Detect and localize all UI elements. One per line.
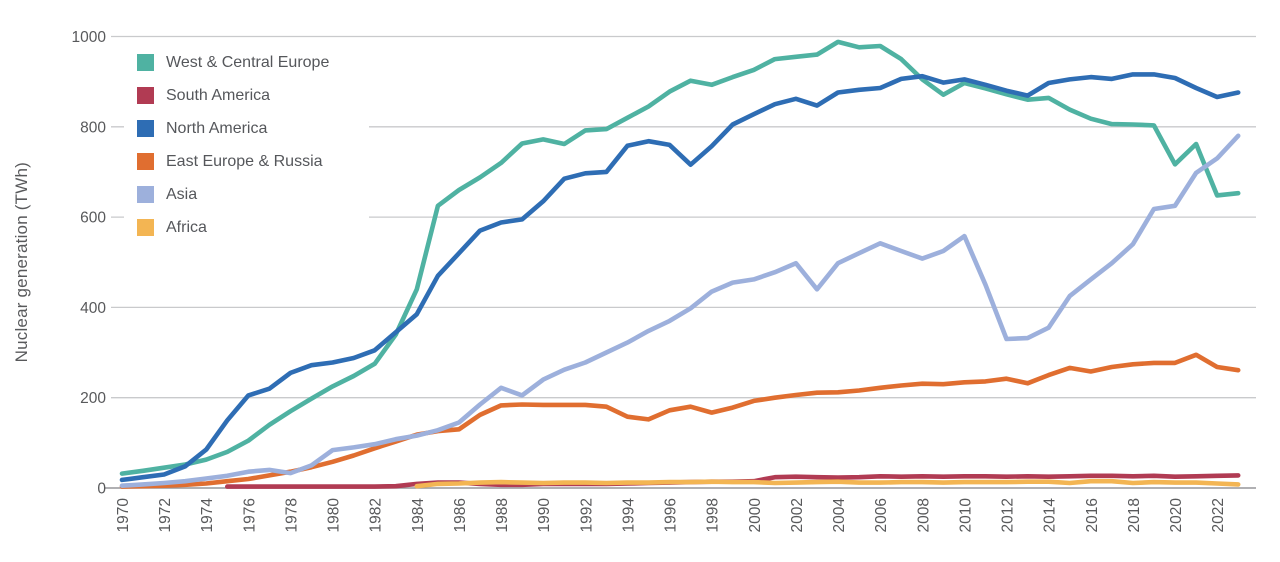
x-tick-label: 2020 xyxy=(1168,498,1185,533)
x-tick-label: 2016 xyxy=(1084,498,1101,532)
legend-swatch-south-america-icon xyxy=(137,87,154,104)
legend-label: West & Central Europe xyxy=(166,54,330,71)
x-tick-label: 1980 xyxy=(326,498,343,533)
x-tick-label: 2006 xyxy=(873,498,890,532)
y-tick-label: 200 xyxy=(80,390,106,407)
x-tick-label: 2022 xyxy=(1210,498,1227,532)
x-tick-label: 1988 xyxy=(494,498,511,532)
x-tick-label: 1994 xyxy=(620,498,637,533)
legend-item-africa: Africa xyxy=(137,219,369,236)
x-tick-label: 1984 xyxy=(410,498,427,533)
legend-item-asia: Asia xyxy=(137,186,369,203)
x-tick-label: 2008 xyxy=(915,498,932,532)
legend-label: Africa xyxy=(166,219,207,236)
x-tick-label: 1990 xyxy=(536,498,553,533)
x-tick-label: 2010 xyxy=(957,498,974,533)
x-tick-label: 2004 xyxy=(831,498,848,533)
x-tick-label: 2012 xyxy=(1000,498,1017,532)
legend-swatch-west-central-europe-icon xyxy=(137,54,154,71)
y-tick-label: 600 xyxy=(80,210,106,227)
legend-swatch-east-europe-russia-icon xyxy=(137,153,154,170)
x-tick-label: 1976 xyxy=(241,498,258,532)
y-tick-label: 800 xyxy=(80,119,106,136)
y-tick-label: 1000 xyxy=(72,29,107,46)
legend-label: North America xyxy=(166,120,268,137)
y-axis-title-text: Nuclear generation (TWh) xyxy=(12,161,31,363)
x-tick-label: 1996 xyxy=(663,498,680,532)
x-tick-label: 2000 xyxy=(747,498,764,533)
x-tick-label: 2002 xyxy=(789,498,806,532)
y-tick-label: 400 xyxy=(80,300,106,317)
legend-swatch-africa-icon xyxy=(137,219,154,236)
legend-item-south-america: South America xyxy=(137,87,369,104)
x-tick-label: 1992 xyxy=(578,498,595,532)
x-tick-label: 2014 xyxy=(1042,498,1059,533)
y-tick-label: 0 xyxy=(97,481,106,498)
legend-swatch-asia-icon xyxy=(137,186,154,203)
series-line-north-america xyxy=(119,72,1241,483)
x-tick-label: 1974 xyxy=(199,498,216,533)
series-line-asia xyxy=(119,133,1241,489)
series-line-africa xyxy=(414,478,1241,489)
x-tick-label: 1970 xyxy=(115,498,132,533)
y-axis-title: Nuclear generation (TWh) xyxy=(0,0,44,524)
x-tick-label: 2018 xyxy=(1126,498,1143,532)
x-tick-label: 1972 xyxy=(157,498,174,532)
x-tick-label: 1986 xyxy=(452,498,469,532)
chart-legend: West & Central Europe South America Nort… xyxy=(124,46,369,242)
legend-item-west-central-europe: West & Central Europe xyxy=(137,54,369,71)
series-line-west-central-europe xyxy=(119,39,1241,476)
x-tick-label: 1978 xyxy=(284,498,301,532)
legend-item-north-america: North America xyxy=(137,120,369,137)
legend-item-east-europe-russia: East Europe & Russia xyxy=(137,153,369,170)
x-tick-label: 1998 xyxy=(705,498,722,532)
legend-label: East Europe & Russia xyxy=(166,153,323,170)
legend-label: South America xyxy=(166,87,271,104)
x-tick-label: 1982 xyxy=(368,498,385,532)
legend-label: Asia xyxy=(166,186,198,203)
legend-swatch-north-america-icon xyxy=(137,120,154,137)
